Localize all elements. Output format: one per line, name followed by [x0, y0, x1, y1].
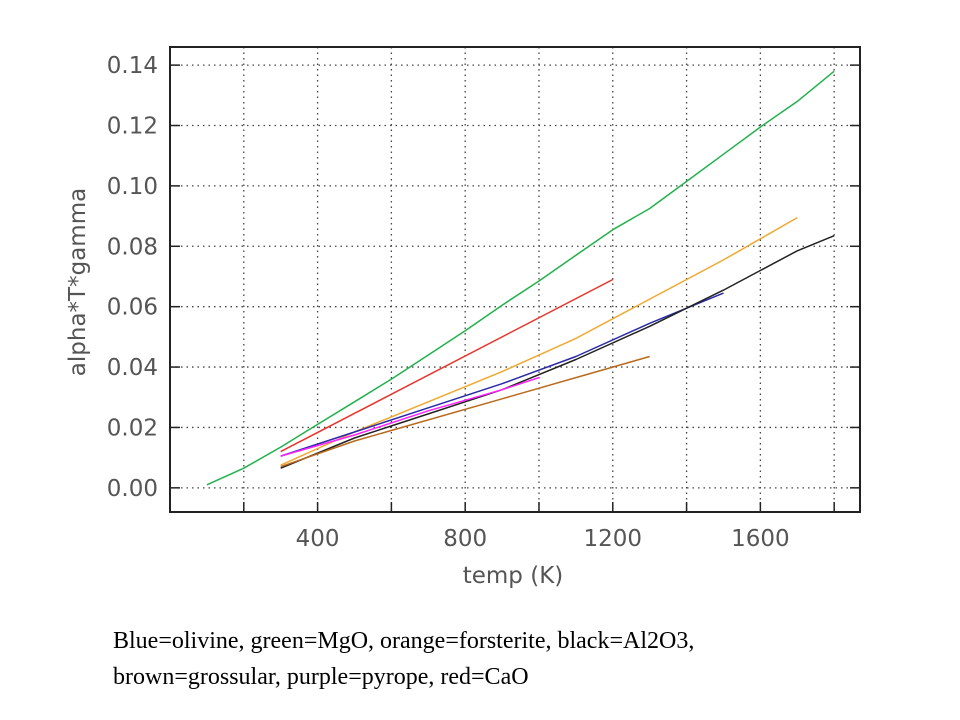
y-tick-label: 0.10: [107, 174, 158, 200]
y-tick-label: 0.08: [107, 234, 158, 260]
series-line: [280, 235, 835, 469]
y-tick-label: 0.00: [107, 476, 158, 502]
caption: Blue=olivine, green=MgO, orange=forsteri…: [113, 623, 943, 695]
caption-line-2: brown=grossular, purple=pyrope, red=CaO: [113, 664, 529, 690]
y-tick-label: 0.14: [107, 53, 158, 79]
plot-frame: [169, 46, 861, 513]
series-line: [280, 278, 614, 453]
chart: 400 800 1200 1600 0.00 0.02 0.04 0.06 0.08 0.10 0.…: [65, 46, 861, 589]
series-line: [280, 376, 540, 457]
axis-ticks: 400 800 1200 1600 0.00 0.02 0.04 0.06 0.08 0.10 0.…: [107, 53, 860, 552]
series-lines: [206, 70, 835, 486]
y-tick-label: 0.02: [107, 415, 158, 441]
caption-line-1: Blue=olivine, green=MgO, orange=forsteri…: [113, 628, 695, 654]
y-tick-label: 0.04: [107, 355, 158, 381]
y-tick-label: 0.12: [107, 114, 158, 140]
x-tick-label: 800: [443, 526, 487, 552]
x-tick-label: 400: [296, 526, 340, 552]
grid: [170, 47, 860, 512]
series-line: [280, 292, 724, 457]
x-axis-label: temp (K): [463, 563, 564, 589]
y-tick-label: 0.06: [107, 295, 158, 321]
x-tick-label: 1600: [731, 526, 790, 552]
series-line: [280, 355, 650, 468]
series-line: [280, 216, 798, 466]
x-tick-label: 1200: [584, 526, 643, 552]
series-line: [206, 70, 835, 486]
y-axis-label: alpha*T*gamma: [65, 188, 91, 376]
